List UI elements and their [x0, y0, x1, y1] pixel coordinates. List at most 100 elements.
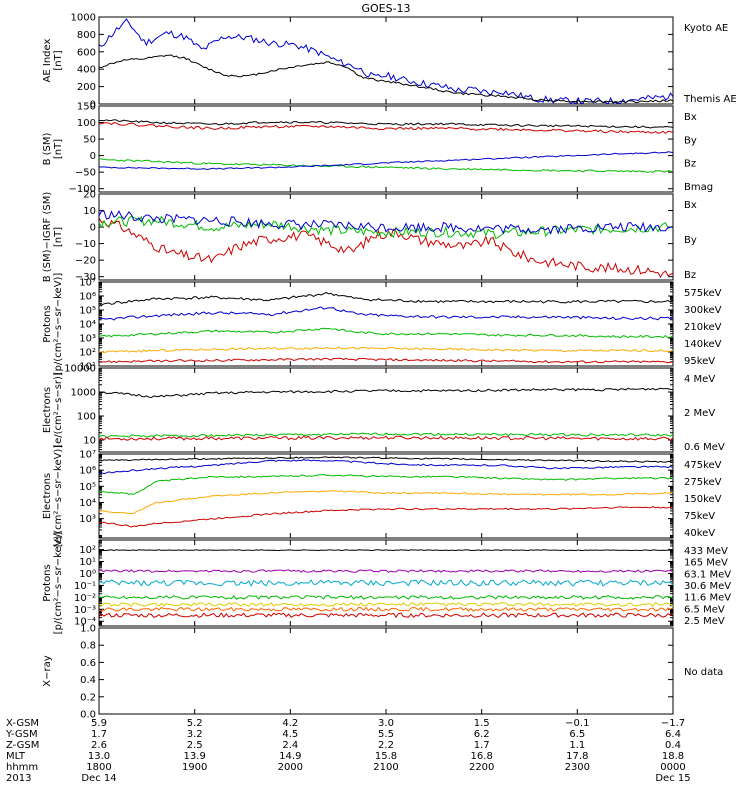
series-line-bigrf-2 [98, 210, 674, 235]
legend-entry: Bz [684, 270, 696, 281]
legend-entry: 75keV [684, 511, 715, 522]
legend-entry: 0.6 MeV [684, 442, 725, 453]
x-axis-row-label: Y-GSM [5, 729, 38, 740]
y-axis-label-line: Electrons [42, 387, 53, 433]
y-tick-label: 10⁷ [79, 450, 96, 461]
series-line-protons-kev-0 [98, 291, 674, 306]
legend-entry: By [684, 135, 697, 146]
x-axis-value: 2100 [373, 762, 398, 773]
y-tick-label: 600 [77, 47, 96, 58]
y-tick-label: 0.2 [80, 692, 96, 703]
y-tick-label: −10 [75, 239, 96, 250]
series-line-protons-mev-4 [98, 602, 674, 608]
legend-entry: 11.6 MeV [684, 593, 731, 604]
y-axis-label: Protons[p/(cm²−s−sr−keV)] [42, 273, 64, 376]
y-axis-label: B (SM)−IGRF (SM)[nT] [42, 192, 64, 283]
x-axis-value: Dec 15 [655, 773, 690, 784]
panel-xray: 0.0 0.2 0.4 0.6 0.8 1.0 X−ray No data [42, 624, 723, 721]
y-tick-label: 10² [79, 348, 96, 359]
panel-bsm: −100 −50 0 50 100 150 B (SM)[nT] Bx By Bz Bmag [42, 102, 713, 196]
x-axis-value: 1900 [182, 762, 207, 773]
x-axis-value: −0.1 [565, 718, 589, 729]
series-line-electrons-mev-2 [98, 435, 674, 442]
y-tick-label: 1000 [71, 13, 96, 24]
series-line-electrons-kev-3 [98, 489, 674, 515]
y-tick-label: 10³ [79, 334, 96, 345]
series-line-bigrf-0 [98, 217, 674, 279]
y-axis-label: Electrons[e/(cm²−s−sr)] [42, 372, 64, 448]
x-axis-row-label: X-GSM [6, 718, 39, 729]
y-axis-label-line: [nT] [53, 227, 64, 247]
legend-entry: 2 MeV [684, 408, 715, 419]
series-line-protons-kev-4 [98, 357, 674, 364]
legend-entry: 63.1 MeV [684, 569, 731, 580]
x-axis-row-label: 2013 [6, 773, 31, 784]
legend-entry: By [684, 235, 697, 246]
x-axis-value: 4.5 [282, 729, 298, 740]
panel-bigrf: −30 −20 −10 0 10 20 B (SM)−IGRF (SM)[nT] Bx By Bz [42, 190, 697, 284]
series-line-protons-kev-3 [98, 346, 674, 354]
x-axis-value: 18.8 [662, 751, 684, 762]
legend-entry: Bmag [684, 182, 713, 193]
x-axis-value: 1800 [86, 762, 111, 773]
x-axis-value: 1.5 [474, 718, 490, 729]
x-axis-value: 3.0 [378, 718, 394, 729]
y-tick-label: 0.4 [80, 675, 96, 686]
y-tick-label: 10² [79, 545, 96, 556]
panel-frame [98, 105, 674, 193]
x-axis-row-label: hhmm [6, 762, 38, 773]
y-tick-label: 0 [90, 100, 96, 111]
y-tick-label: 10¹ [79, 362, 96, 373]
x-axis-value: 2.6 [91, 740, 107, 751]
y-tick-label: −20 [75, 256, 96, 267]
y-tick-label: 0 [90, 223, 96, 234]
y-tick-label: 10³ [79, 514, 96, 525]
legend-entry: Kyoto AE [684, 23, 728, 34]
x-axis-value: 0000 [660, 762, 685, 773]
y-axis-label: B (SM)[nT] [42, 132, 64, 165]
y-axis-label-line: Protons [42, 305, 53, 342]
legend-entry: Bx [684, 200, 697, 211]
y-tick-label: 10⁴ [79, 320, 96, 331]
series-line-ae-1 [98, 54, 674, 104]
panel-ae: 0 200 400 600 800 1000 AE Index[nT] Kyoto AE The… [42, 13, 737, 111]
series-line-electrons-mev-1 [98, 432, 674, 439]
x-axis-row-label: MLT [6, 751, 26, 762]
y-tick-label: 1.0 [80, 624, 96, 635]
x-axis-value: 2200 [469, 762, 494, 773]
y-tick-label: 10⁷ [79, 278, 96, 289]
y-axis-label: Electrons[e/(cm²−s−sr−keV)] [42, 445, 64, 548]
y-tick-label: 400 [77, 65, 96, 76]
legend-entry: 433 MeV [684, 546, 728, 557]
series-line-bsm-0 [98, 119, 674, 129]
legend-entry: 210keV [684, 322, 722, 333]
legend-entry: 30.6 MeV [684, 581, 731, 592]
y-axis-label-line: [e/(cm²−s−sr)] [53, 372, 64, 448]
x-axis-value: 6.4 [665, 729, 681, 740]
series-line-electrons-kev-0 [98, 456, 674, 463]
x-axis-value: Dec 14 [81, 773, 116, 784]
y-tick-label: 150 [77, 102, 96, 113]
y-axis-label-line: [e/(cm²−s−sr−keV)] [53, 445, 64, 548]
y-tick-label: 10000 [64, 364, 96, 375]
y-axis-label-line: [p/(cm²−s−sr−keV)] [53, 532, 64, 635]
y-tick-label: 0 [90, 151, 96, 162]
x-axis-value: 17.8 [566, 751, 588, 762]
legend-entry: 475keV [684, 460, 722, 471]
x-axis-table: X-GSM 5.9 5.2 4.2 3.0 1.5 −0.1 −1.7 Y-GSM 1.7 3.2 4… [5, 718, 691, 784]
x-axis-value: 1.1 [569, 740, 585, 751]
y-tick-label: 10⁰ [79, 569, 96, 580]
y-axis-label-line: X−ray [42, 655, 53, 686]
y-tick-label: 10⁴ [79, 498, 96, 509]
legend-entry: 2.5 MeV [684, 616, 725, 627]
y-axis-label-line: B (SM)−IGRF (SM) [42, 192, 53, 283]
y-tick-label: 10⁵ [79, 306, 96, 317]
x-axis-value: 6.2 [474, 729, 490, 740]
series-line-protons-mev-2 [98, 579, 674, 587]
series-line-ae-0 [98, 18, 674, 105]
x-axis-value: −1.7 [661, 718, 685, 729]
y-tick-label: 100 [77, 118, 96, 129]
legend-entry: Bx [684, 112, 697, 123]
series-line-protons-mev-6 [98, 612, 674, 619]
series-line-electrons-mev-0 [98, 387, 673, 399]
